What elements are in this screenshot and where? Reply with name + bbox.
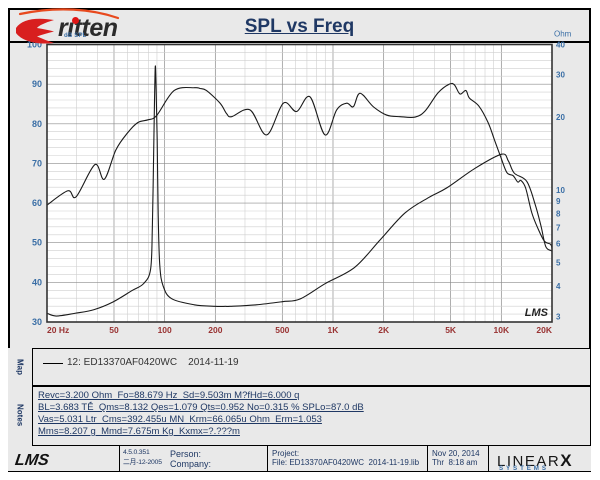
svg-text:200: 200 (208, 325, 222, 335)
svg-text:30: 30 (32, 317, 42, 327)
svg-text:500: 500 (275, 325, 289, 335)
svg-text:6: 6 (556, 240, 561, 249)
svg-text:LMS: LMS (525, 307, 549, 319)
svg-text:9: 9 (556, 197, 561, 206)
svg-text:10: 10 (556, 186, 565, 195)
svg-text:20: 20 (556, 113, 565, 122)
svg-text:100: 100 (158, 325, 172, 335)
svg-text:5K: 5K (445, 325, 457, 335)
svg-text:5: 5 (556, 259, 561, 268)
svg-text:60: 60 (32, 198, 42, 208)
svg-text:50: 50 (32, 238, 42, 248)
svg-text:70: 70 (32, 158, 42, 168)
svg-text:3: 3 (556, 312, 561, 321)
svg-text:10K: 10K (494, 325, 510, 335)
svg-text:1K: 1K (328, 325, 340, 335)
svg-text:90: 90 (32, 79, 42, 89)
svg-text:50: 50 (109, 325, 119, 335)
svg-text:30: 30 (556, 71, 565, 80)
svg-text:8: 8 (556, 209, 561, 218)
svg-text:7: 7 (556, 223, 561, 232)
svg-text:40: 40 (556, 40, 565, 49)
svg-text:2K: 2K (378, 325, 390, 335)
svg-text:4: 4 (556, 282, 561, 291)
svg-text:20 Hz: 20 Hz (47, 325, 69, 335)
svg-text:20K: 20K (536, 325, 552, 335)
svg-text:40: 40 (32, 277, 42, 287)
svg-text:80: 80 (32, 119, 42, 129)
